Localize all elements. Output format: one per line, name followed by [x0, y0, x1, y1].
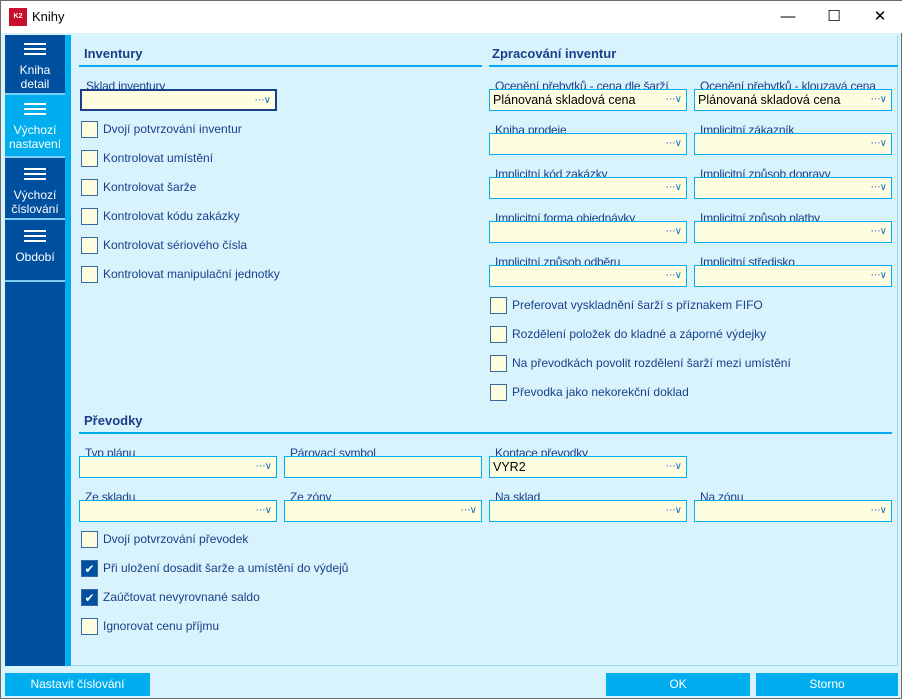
- storno-button[interactable]: Storno: [756, 673, 898, 696]
- dropdown-icon[interactable]: ⋯∨: [665, 270, 682, 281]
- inventury-3-label[interactable]: Kontrolovat kódu zakázky: [103, 209, 240, 223]
- inventury-1-checkbox[interactable]: [81, 150, 98, 167]
- list-icon: [24, 43, 46, 57]
- zpracovani-3-field[interactable]: ⋯∨: [694, 133, 892, 155]
- zpracovani-1-value: Plánovaná skladová cena: [698, 93, 841, 107]
- prevodky-1-field[interactable]: [284, 456, 482, 478]
- prevodky-4-field[interactable]: ⋯∨: [284, 500, 482, 522]
- zpracovani-check-3-checkbox[interactable]: [490, 384, 507, 401]
- divider: [79, 65, 482, 67]
- inventury-5-label[interactable]: Kontrolovat manipulační jednotky: [103, 267, 280, 281]
- prevodky-5-field[interactable]: ⋯∨: [489, 500, 687, 522]
- inventury-2-checkbox[interactable]: [81, 179, 98, 196]
- dropdown-icon[interactable]: ⋯∨: [460, 505, 477, 516]
- inventury-heading: Inventury: [84, 46, 143, 61]
- ok-button[interactable]: OK: [606, 673, 750, 696]
- prevodky-check-3-label[interactable]: Ignorovat cenu příjmu: [103, 619, 220, 633]
- divider: [489, 65, 898, 67]
- lines-icon: [24, 168, 46, 182]
- zpracovani-7-field[interactable]: ⋯∨: [694, 221, 892, 243]
- list-icon: [24, 103, 46, 117]
- inventury-4-label[interactable]: Kontrolovat sériového čísla: [103, 238, 248, 252]
- zpracovani-4-field[interactable]: ⋯∨: [489, 177, 687, 199]
- zpracovani-0-field[interactable]: Plánovaná skladová cena ⋯∨: [489, 89, 687, 111]
- zpracovani-check-0-checkbox[interactable]: [490, 297, 507, 314]
- zpracovani-9-field[interactable]: ⋯∨: [694, 265, 892, 287]
- dropdown-icon[interactable]: ⋯∨: [870, 505, 887, 516]
- sidebar-strip: [65, 35, 71, 666]
- dropdown-icon[interactable]: ⋯∨: [255, 461, 272, 472]
- zpracovani-0-value: Plánovaná skladová cena: [493, 93, 636, 107]
- zpracovani-8-field[interactable]: ⋯∨: [489, 265, 687, 287]
- prevodky-2-value: VYR2: [493, 460, 526, 474]
- sidebar-item-2[interactable]: Výchozí číslování: [5, 158, 65, 220]
- sidebar-item-3[interactable]: Období: [5, 220, 65, 282]
- dropdown-icon[interactable]: ⋯∨: [665, 226, 682, 237]
- dropdown-icon[interactable]: ⋯∨: [870, 138, 887, 149]
- prevodky-0-field[interactable]: ⋯∨: [79, 456, 277, 478]
- zpracovani-6-field[interactable]: ⋯∨: [489, 221, 687, 243]
- prevodky-check-2-checkbox[interactable]: ✔: [81, 589, 98, 606]
- zpracovani-check-0-label[interactable]: Preferovat vyskladnění šarží s příznakem…: [512, 298, 763, 312]
- zpracovani-check-3-label[interactable]: Převodka jako nekorekční doklad: [512, 385, 689, 399]
- inventury-1-label[interactable]: Kontrolovat umístění: [103, 151, 214, 165]
- sidebar-item-label: Výchozí číslování: [11, 188, 59, 216]
- inventury-0-checkbox[interactable]: [81, 121, 98, 138]
- title-bar: K2 Knihy — ☐ ✕: [1, 1, 902, 33]
- dropdown-icon[interactable]: ⋯∨: [665, 138, 682, 149]
- prevodky-check-2-label[interactable]: Zaúčtovat nevyrovnané saldo: [103, 590, 260, 604]
- inventury-3-checkbox[interactable]: [81, 208, 98, 225]
- sidebar-item-label: Kniha detail: [19, 63, 51, 91]
- zpracovani-2-field[interactable]: ⋯∨: [489, 133, 687, 155]
- maximize-icon[interactable]: ☐: [827, 8, 841, 25]
- divider: [79, 432, 892, 434]
- k2-logo: K2: [9, 8, 27, 26]
- sidebar-item-1[interactable]: Výchozí nastavení: [5, 95, 65, 158]
- zpracovani-check-2-label[interactable]: Na převodkách povolit rozdělení šarží me…: [512, 356, 791, 370]
- dropdown-icon[interactable]: ⋯∨: [665, 461, 682, 472]
- inventury-2-label[interactable]: Kontrolovat šarže: [103, 180, 197, 194]
- prevodky-2-field[interactable]: VYR2 ⋯∨: [489, 456, 687, 478]
- inventury-5-checkbox[interactable]: [81, 266, 98, 283]
- inventury-4-checkbox[interactable]: [81, 237, 98, 254]
- prevodky-3-field[interactable]: ⋯∨: [79, 500, 277, 522]
- dropdown-icon[interactable]: ⋯∨: [870, 270, 887, 281]
- zpracovani-5-field[interactable]: ⋯∨: [694, 177, 892, 199]
- sklad-inventury-field[interactable]: ⋯∨: [80, 89, 277, 111]
- prevodky-check-0-checkbox[interactable]: [81, 531, 98, 548]
- zpracovani-1-field[interactable]: Plánovaná skladová cena ⋯∨: [694, 89, 892, 111]
- close-icon[interactable]: ✕: [873, 8, 887, 25]
- dropdown-icon[interactable]: ⋯∨: [254, 95, 271, 106]
- prevodky-check-0-label[interactable]: Dvojí potvrzování převodek: [103, 532, 249, 546]
- prevodky-check-3-checkbox[interactable]: [81, 618, 98, 635]
- sidebar-item-0[interactable]: Kniha detail: [5, 35, 65, 95]
- window-title: Knihy: [32, 9, 65, 24]
- zpracovani-check-2-checkbox[interactable]: [490, 355, 507, 372]
- dropdown-icon[interactable]: ⋯∨: [870, 182, 887, 193]
- prevodky-6-field[interactable]: ⋯∨: [694, 500, 892, 522]
- prevodky-check-1-checkbox[interactable]: ✔: [81, 560, 98, 577]
- minimize-icon[interactable]: —: [780, 8, 796, 25]
- dropdown-icon[interactable]: ⋯∨: [870, 94, 887, 105]
- lines-icon: [24, 230, 46, 244]
- zpracovani-check-1-checkbox[interactable]: [490, 326, 507, 343]
- prevodky-check-1-label[interactable]: Při uložení dosadit šarže a umístění do …: [103, 561, 349, 575]
- dropdown-icon[interactable]: ⋯∨: [255, 505, 272, 516]
- inventury-0-label[interactable]: Dvojí potvrzování inventur: [103, 122, 242, 136]
- prevodky-heading: Převodky: [84, 413, 143, 428]
- dropdown-icon[interactable]: ⋯∨: [665, 94, 682, 105]
- set-numbering-button[interactable]: Nastavit číslování: [5, 673, 150, 696]
- sidebar: Kniha detail Výchozí nastavení Výchozí čís…: [5, 35, 65, 666]
- zpracovani-check-1-label[interactable]: Rozdělení položek do kladné a záporné vý…: [512, 327, 767, 341]
- sidebar-item-label: Období: [15, 250, 55, 264]
- dropdown-icon[interactable]: ⋯∨: [665, 182, 682, 193]
- dropdown-icon[interactable]: ⋯∨: [665, 505, 682, 516]
- zpracovani-heading: Zpracování inventur: [492, 46, 617, 61]
- sidebar-item-label: Výchozí nastavení: [9, 123, 62, 151]
- dropdown-icon[interactable]: ⋯∨: [870, 226, 887, 237]
